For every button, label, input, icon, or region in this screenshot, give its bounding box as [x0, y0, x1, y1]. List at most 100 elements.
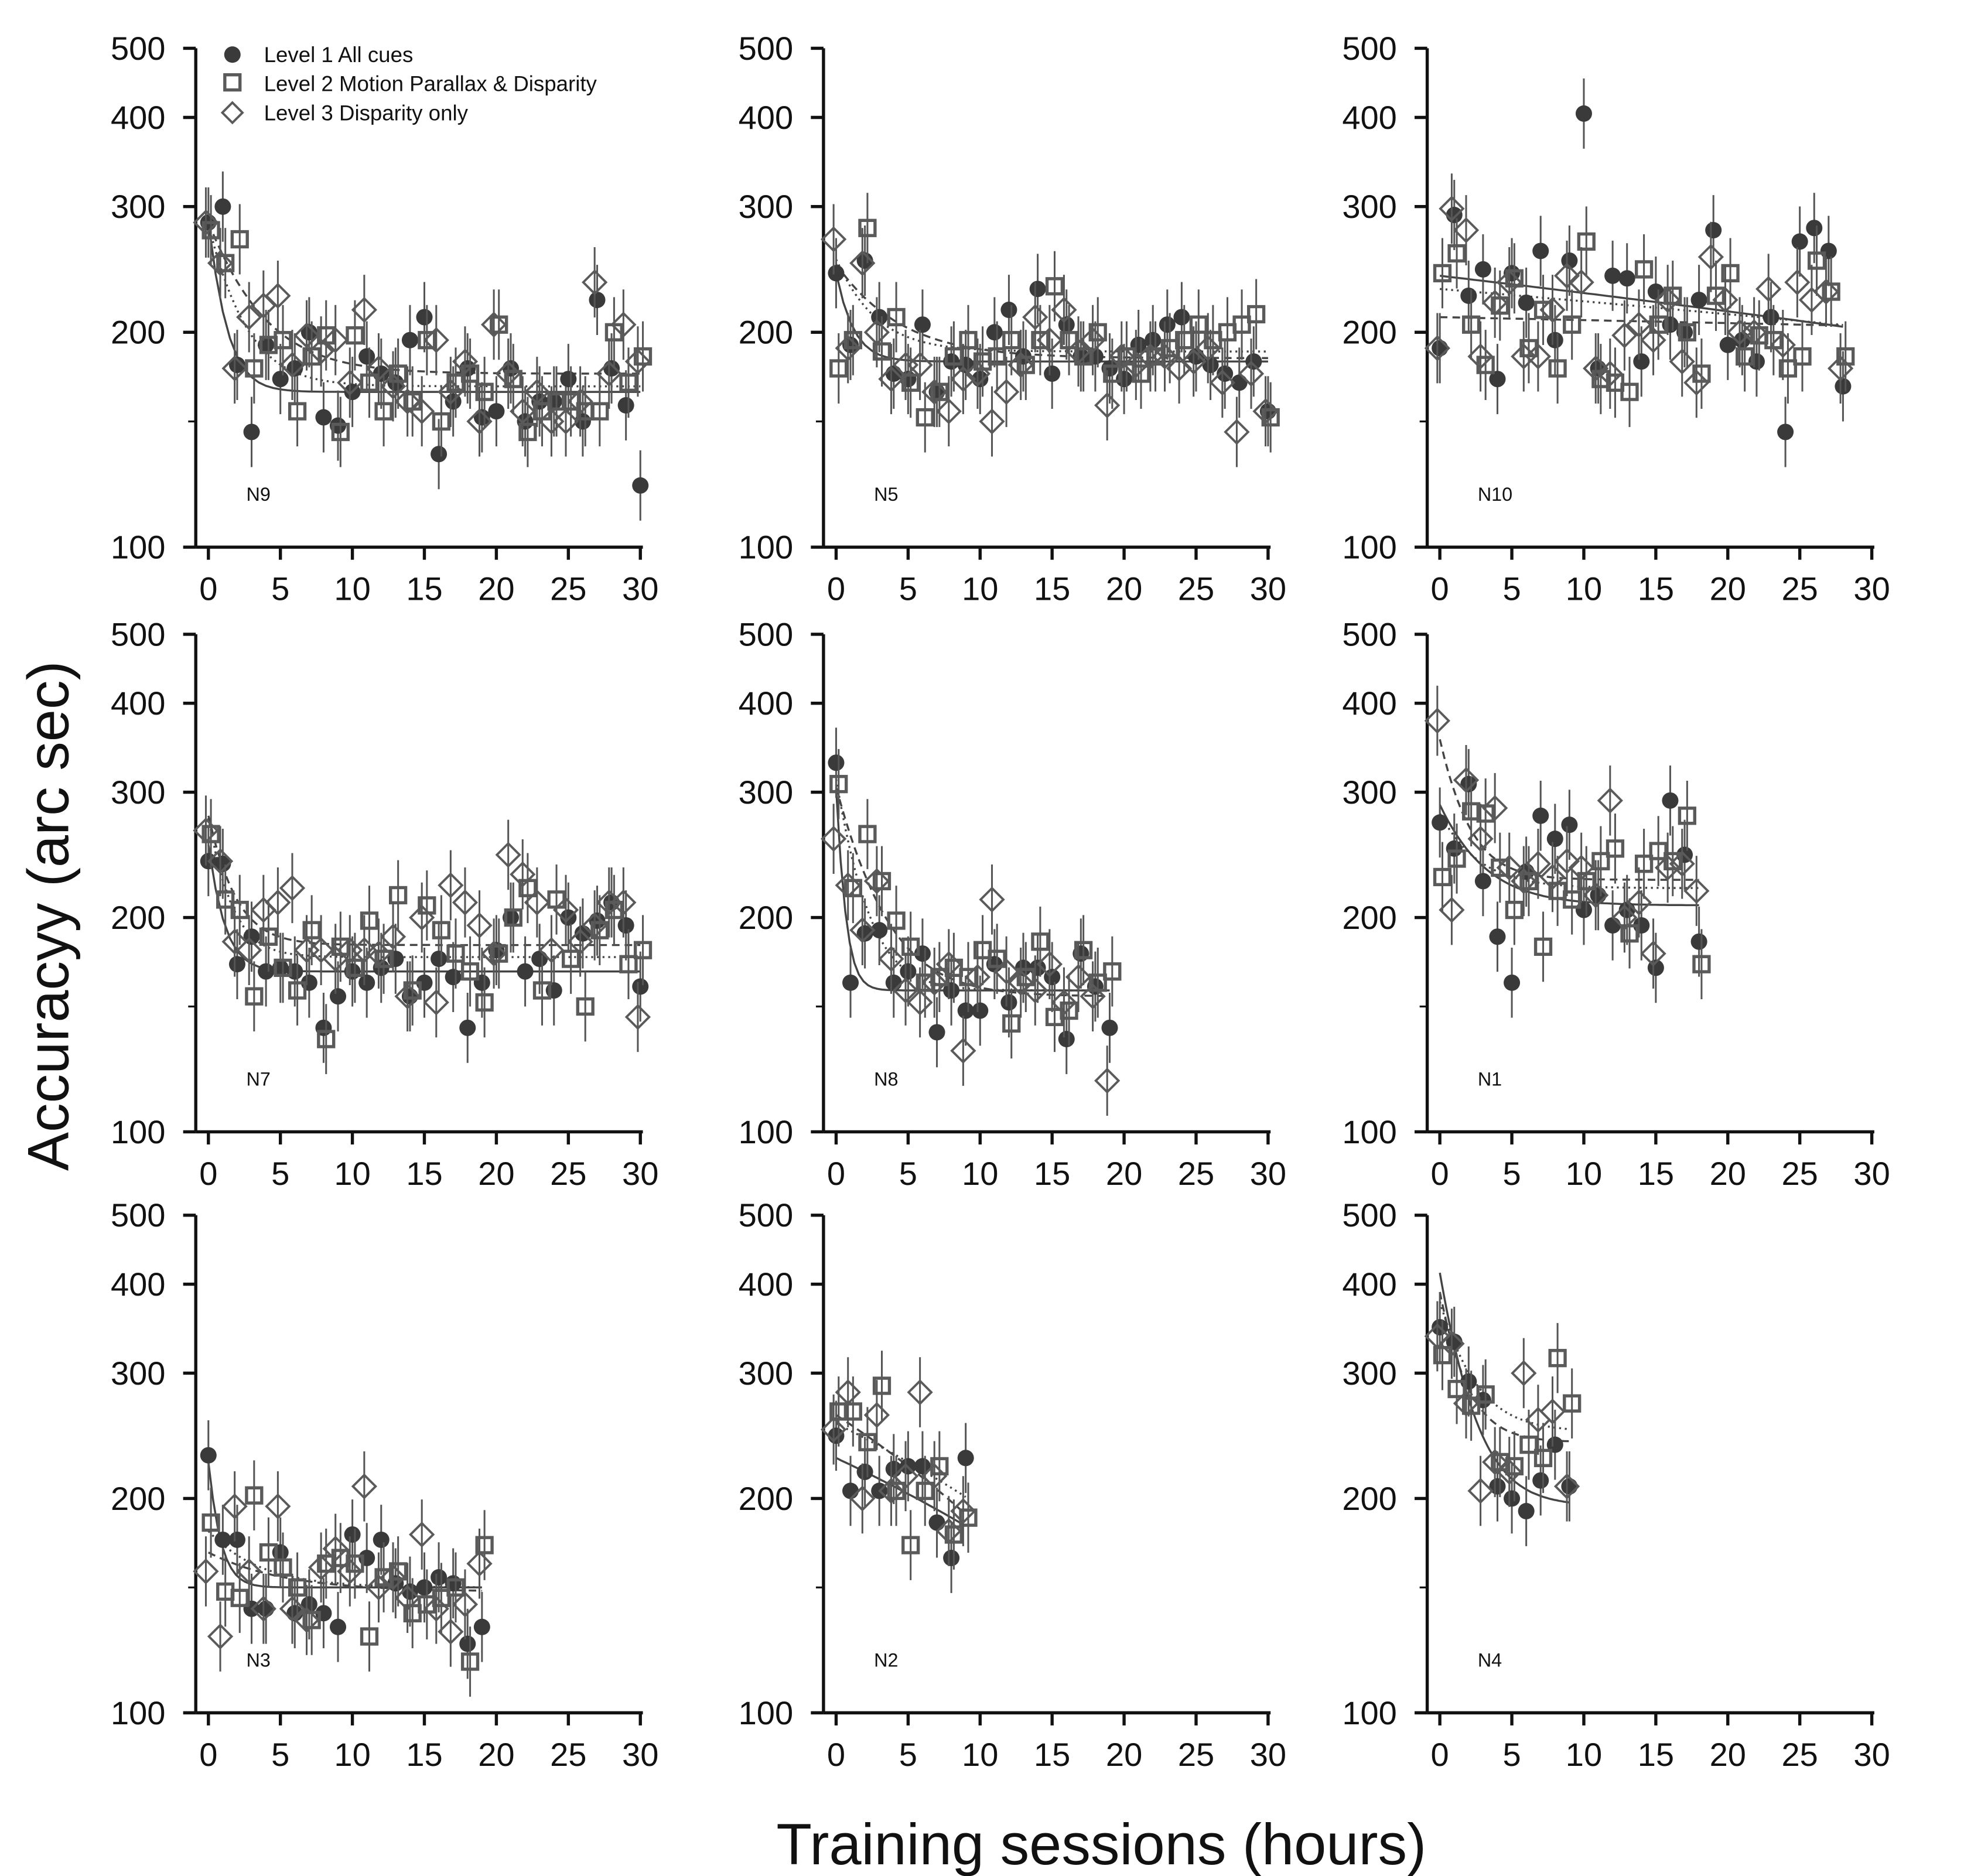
data-point-diamond: [1611, 322, 1638, 348]
data-point-diamond: [1482, 795, 1508, 821]
data-point-diamond: [1525, 343, 1552, 370]
data-point-diamond: [1583, 355, 1609, 382]
x-tick-label: 10: [1566, 1155, 1602, 1192]
y-tick-label: 200: [739, 899, 794, 936]
y-tick-label: 400: [739, 1266, 794, 1303]
fit-curve-dashed: [1439, 1291, 1570, 1443]
x-tick-label: 15: [1638, 1155, 1674, 1192]
y-tick-label: 500: [111, 616, 166, 652]
data-point-square: [1793, 347, 1812, 366]
data-point-circle: [1575, 105, 1592, 122]
series-diamond: [820, 1357, 976, 1566]
data-point-square: [988, 347, 1006, 366]
data-point-circle: [431, 1569, 448, 1586]
data-point-diamond: [293, 1607, 320, 1634]
data-point-square: [288, 1578, 307, 1597]
data-point-circle: [214, 1531, 231, 1548]
data-point-diamond: [1080, 983, 1106, 1010]
legend-marker-level3: [220, 101, 244, 125]
data-point-square: [230, 900, 249, 920]
data-point-square: [216, 890, 235, 909]
data-point-circle: [431, 951, 448, 968]
data-point-diamond: [250, 1595, 276, 1622]
data-point-square: [562, 949, 580, 968]
y-tick-label: 200: [739, 314, 794, 351]
data-point-square: [858, 218, 877, 237]
legend-label-level3: Level 3 Disparity only: [264, 101, 469, 125]
data-point-diamond: [921, 1463, 948, 1489]
data-point-diamond: [552, 408, 579, 435]
data-point-diamond: [337, 1558, 363, 1585]
data-point-square: [1548, 1349, 1567, 1368]
data-point-diamond: [1467, 343, 1494, 370]
data-point-diamond: [1195, 335, 1221, 361]
data-point-diamond: [207, 1623, 234, 1650]
x-tick-label: 5: [899, 570, 917, 607]
data-point-diamond: [394, 1585, 421, 1611]
data-point-diamond: [820, 826, 847, 852]
data-point-circle: [344, 1526, 361, 1543]
data-point-square: [432, 412, 451, 431]
y-tick-label: 200: [111, 1480, 166, 1517]
panel-label: N1: [1478, 1068, 1502, 1089]
data-point-diamond: [1482, 1449, 1508, 1475]
x-tick-label: 20: [1106, 570, 1142, 607]
panel-label: N9: [246, 484, 270, 505]
data-point-square: [360, 1627, 379, 1646]
data-point-diamond: [1424, 708, 1450, 734]
data-point-diamond: [1094, 1067, 1121, 1094]
data-point-diamond: [1439, 1330, 1465, 1357]
data-point-diamond: [510, 861, 536, 887]
data-point-square: [288, 402, 307, 421]
x-tick-label: 25: [1782, 570, 1818, 607]
data-point-diamond: [849, 917, 876, 944]
x-tick-label: 5: [1502, 1736, 1521, 1773]
data-point-square: [532, 981, 552, 1000]
data-point-square: [1620, 382, 1639, 401]
data-point-diamond: [236, 1558, 262, 1585]
data-point-square: [944, 958, 964, 978]
data-point-diamond: [265, 889, 291, 915]
x-tick-label: 0: [827, 1155, 845, 1192]
data-point-diamond: [452, 348, 479, 375]
x-tick-label: 0: [199, 1736, 217, 1773]
data-point-circle: [258, 1600, 275, 1617]
data-point-diamond: [878, 365, 904, 392]
data-point-circle: [488, 403, 505, 420]
data-point-circle: [1489, 928, 1506, 945]
data-point-square: [829, 775, 848, 794]
data-point-diamond: [878, 945, 904, 972]
data-point-square: [374, 949, 393, 968]
y-tick-label: 300: [739, 774, 794, 811]
fit-curve-dotted: [835, 259, 1268, 353]
data-point-diamond: [1683, 877, 1710, 904]
y-tick-label: 400: [1342, 685, 1397, 722]
data-point-circle: [1532, 242, 1549, 259]
data-point-circle: [1202, 357, 1219, 374]
data-point-square: [288, 981, 307, 1000]
y-tick-label: 500: [1342, 1197, 1397, 1233]
data-point-diamond: [423, 1595, 449, 1622]
x-tick-label: 30: [622, 1736, 658, 1773]
data-point-circle: [871, 922, 888, 939]
data-point-square: [460, 962, 480, 981]
data-point-circle: [1719, 336, 1736, 353]
data-point-square: [1678, 807, 1696, 825]
series-square: [1433, 776, 1711, 1000]
data-point-square: [403, 981, 422, 1000]
data-point-circle: [560, 371, 577, 388]
y-tick-label: 300: [111, 188, 166, 225]
data-point-diamond: [1755, 276, 1782, 302]
data-point-circle: [200, 1447, 217, 1464]
data-point-diamond: [351, 296, 378, 323]
x-tick-label: 10: [962, 1736, 998, 1773]
y-tick-label: 400: [1342, 99, 1397, 136]
data-point-circle: [531, 951, 548, 968]
series-diamond: [1424, 685, 1710, 989]
data-point-square: [916, 1481, 934, 1501]
data-point-diamond: [863, 319, 890, 346]
x-tick-label: 15: [406, 570, 442, 607]
data-point-square: [1519, 1436, 1538, 1454]
data-point-square: [331, 422, 350, 442]
y-tick-label: 200: [1342, 899, 1397, 936]
